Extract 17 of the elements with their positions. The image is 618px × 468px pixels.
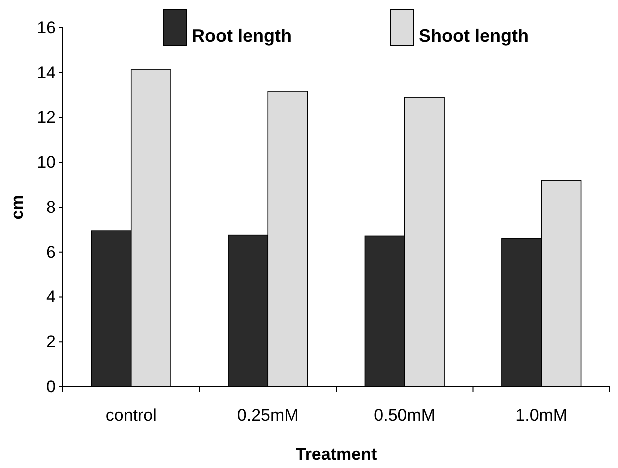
y-tick-label: 16 (37, 18, 56, 38)
y-tick-label: 6 (46, 242, 56, 262)
y-tick-label: 2 (46, 332, 56, 352)
y-axis-title: cm (8, 195, 27, 220)
x-tick-label: 0.25mM (237, 406, 299, 425)
legend-label: Shoot length (419, 26, 529, 46)
y-tick-label: 8 (46, 198, 56, 217)
y-tick-label: 12 (37, 108, 56, 128)
legend-label: Root length (192, 26, 292, 46)
y-tick-label: 10 (37, 153, 56, 172)
y-tick-label: 14 (37, 63, 56, 82)
x-tick-label: 0.50mM (374, 406, 436, 425)
y-tick-label: 4 (46, 288, 56, 307)
x-tick-label: control (106, 406, 157, 425)
y-tick-label: 0 (46, 377, 56, 396)
x-axis-title: Treatment (296, 445, 378, 464)
x-tick-label: 1.0mM (516, 406, 568, 425)
